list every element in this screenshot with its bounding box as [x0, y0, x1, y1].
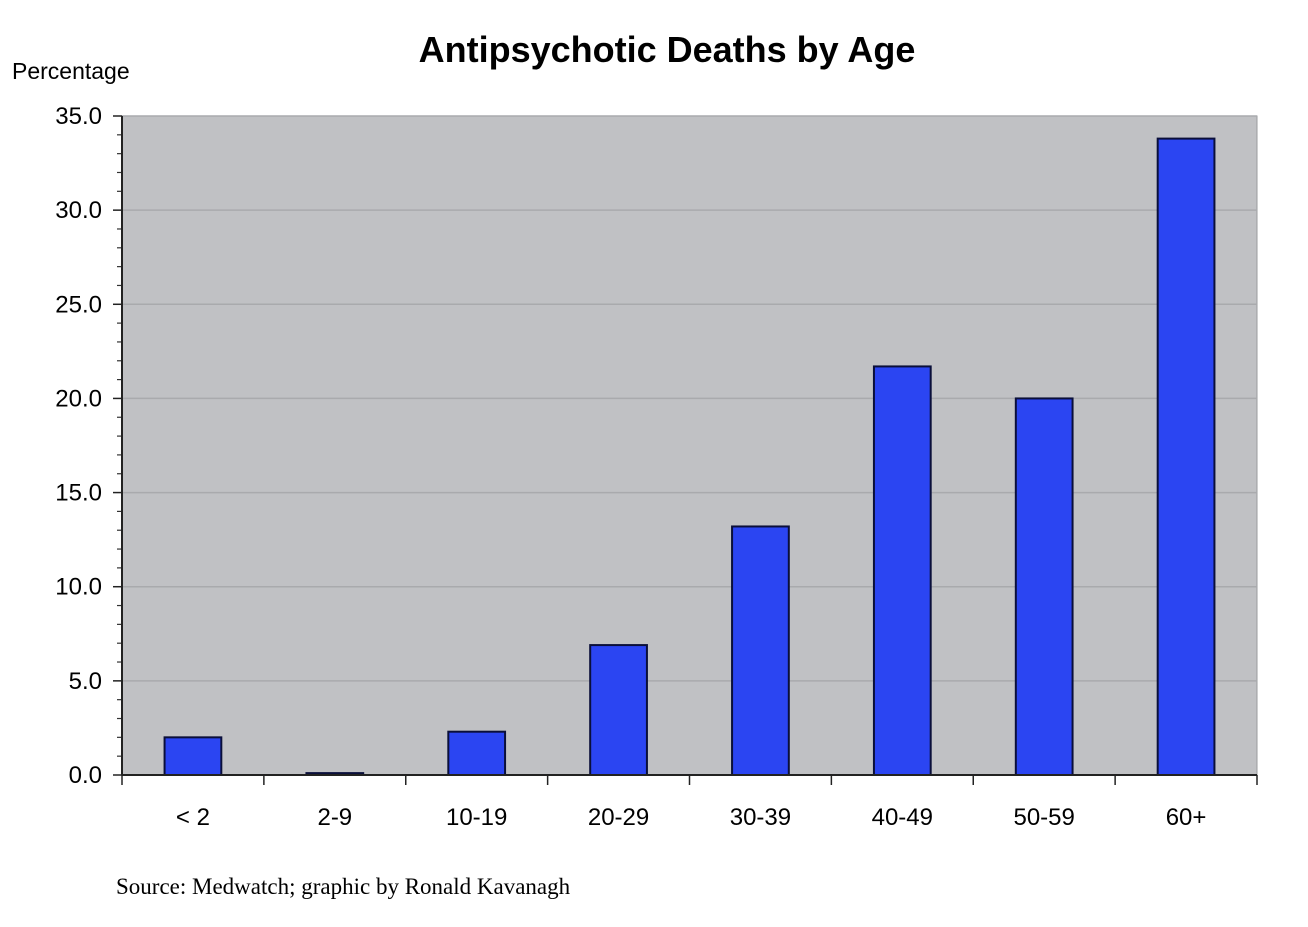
- y-tick-label: 5.0: [69, 668, 102, 695]
- chart-title: Antipsychotic Deaths by Age: [419, 29, 916, 70]
- bar-40-49: [872, 365, 932, 776]
- y-tick-label: 30.0: [55, 197, 102, 224]
- y-tick-label: 15.0: [55, 480, 102, 507]
- bar-2: [163, 736, 223, 776]
- x-tick-label: 60+: [1166, 804, 1207, 831]
- plot-area: [121, 115, 1258, 776]
- gridlines: [122, 115, 1257, 682]
- axes: [113, 115, 1258, 785]
- y-tick-label: 20.0: [55, 385, 102, 412]
- bar-50-59: [1014, 397, 1074, 776]
- bar-60: [1156, 137, 1216, 776]
- x-tick-label: 2-9: [317, 804, 352, 831]
- bar-20-29: [589, 644, 648, 777]
- x-tick-label: 10-19: [446, 804, 507, 831]
- y-tick-label: 25.0: [55, 291, 102, 318]
- y-tick-label: 0.0: [69, 762, 102, 789]
- x-tick-label: 20-29: [588, 804, 649, 831]
- x-tick-label: 50-59: [1013, 804, 1074, 831]
- y-tick-label: 35.0: [55, 103, 102, 130]
- x-tick-label: 40-49: [872, 804, 933, 831]
- source-note: Source: Medwatch; graphic by Ronald Kava…: [116, 874, 571, 899]
- x-tick-label: < 2: [176, 804, 210, 831]
- x-tick-label: 30-39: [730, 804, 791, 831]
- bar-30-39: [731, 525, 790, 776]
- y-axis-label: Percentage: [12, 58, 130, 84]
- bar-10-19: [447, 730, 507, 776]
- y-tick-label: 10.0: [55, 574, 102, 601]
- x-tick-labels: < 2 2-9 10-19 20-29 30-39 40-49 50-59 60+: [176, 804, 1207, 831]
- y-tick-labels: 0.0 5.0 10.0 15.0 20.0 25.0 30.0 35.0: [55, 103, 102, 789]
